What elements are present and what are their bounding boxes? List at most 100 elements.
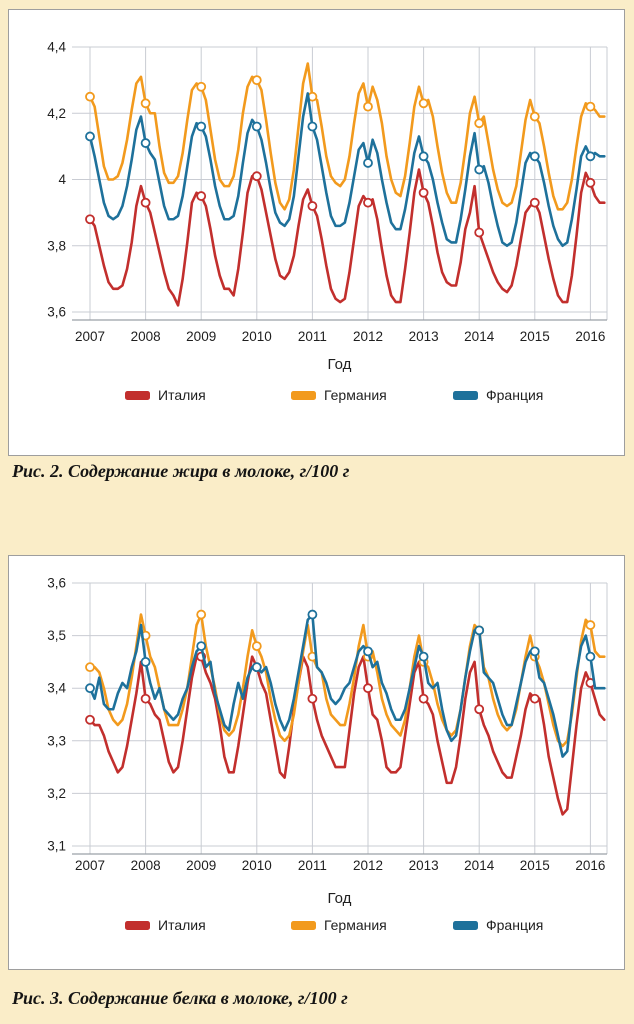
year-marker-france xyxy=(418,151,429,162)
x-tick-label: 2008 xyxy=(131,329,161,344)
y-tick-label: 3,3 xyxy=(47,733,66,748)
germany-color-swatch xyxy=(291,390,316,400)
year-marker-germany xyxy=(585,620,596,630)
y-tick-label: 3,6 xyxy=(47,576,66,591)
x-axis-title: Год xyxy=(328,356,352,373)
legend-item-italy: Италия xyxy=(125,386,206,404)
x-tick-label: 2011 xyxy=(298,858,327,873)
fat-chart-panel: 4,4 4,2 4 3,8 3,6 2007 2008 2009 2010 2011 2012 201… xyxy=(8,9,625,456)
x-tick-label: 2015 xyxy=(520,858,550,873)
year-marker-france xyxy=(307,121,318,132)
year-marker-france xyxy=(85,131,95,142)
fat-chart-legend: Италия Германия Франция xyxy=(9,386,624,406)
year-marker-france xyxy=(363,158,373,168)
x-tick-label: 2009 xyxy=(186,858,216,873)
year-marker-france xyxy=(529,151,540,162)
year-marker-italy xyxy=(251,171,262,182)
fat-chart-plot: 4,4 4,2 4 3,8 3,6 2007 2008 2009 2010 2011 2012 201… xyxy=(47,40,608,373)
year-marker-germany xyxy=(363,101,373,112)
year-marker-italy xyxy=(585,177,596,188)
x-tick-label: 2015 xyxy=(520,329,550,344)
x-tick-label: 2012 xyxy=(353,329,383,344)
x-tick-label: 2016 xyxy=(575,858,605,873)
year-marker-italy xyxy=(307,693,318,704)
y-tick-label: 3,2 xyxy=(47,786,66,801)
year-marker-france xyxy=(140,138,151,148)
year-marker-france xyxy=(529,646,540,657)
year-marker-italy xyxy=(140,197,151,208)
italy-color-swatch xyxy=(125,920,150,930)
y-tick-label: 4,4 xyxy=(47,40,66,55)
series-line-italy xyxy=(88,168,606,307)
year-marker-italy xyxy=(418,187,429,198)
y-tick-label: 3,1 xyxy=(47,839,66,854)
france-color-swatch xyxy=(453,920,478,930)
year-marker-germany xyxy=(529,111,540,122)
y-tick-label: 3,8 xyxy=(47,238,66,253)
year-marker-germany xyxy=(585,101,596,112)
year-marker-france xyxy=(474,164,485,175)
year-marker-germany xyxy=(140,98,151,109)
year-marker-italy xyxy=(474,704,485,715)
year-marker-france xyxy=(307,609,318,620)
legend-label-italy: Италия xyxy=(158,917,206,933)
year-marker-italy xyxy=(474,227,485,238)
x-tick-label: 2016 xyxy=(575,329,605,344)
year-marker-italy xyxy=(85,714,95,725)
x-tick-label: 2014 xyxy=(464,329,495,344)
x-tick-label: 2010 xyxy=(242,329,272,344)
year-marker-france xyxy=(196,121,207,132)
series-line-germany xyxy=(88,62,606,211)
series-line-italy xyxy=(88,655,606,816)
x-tick-label: 2013 xyxy=(409,329,439,344)
year-marker-germany xyxy=(251,75,262,86)
year-marker-italy xyxy=(529,693,540,704)
year-marker-italy xyxy=(307,201,318,211)
y-tick-label: 3,4 xyxy=(47,681,66,696)
year-marker-france xyxy=(418,651,429,662)
year-marker-italy xyxy=(85,214,95,225)
france-color-swatch xyxy=(453,390,478,400)
legend-item-france: Франция xyxy=(453,916,543,934)
series-line-france xyxy=(88,613,606,758)
year-marker-italy xyxy=(529,197,540,208)
y-tick-label: 3,6 xyxy=(47,305,66,320)
x-tick-label: 2011 xyxy=(298,329,327,344)
germany-color-swatch xyxy=(291,920,316,930)
legend-label-germany: Германия xyxy=(324,387,387,403)
year-marker-france xyxy=(585,651,596,662)
year-marker-france xyxy=(363,646,373,657)
year-marker-germany xyxy=(474,118,485,129)
fat-figure-caption: Рис. 2. Содержание жира в молоке, г/100 … xyxy=(12,461,350,481)
year-marker-italy xyxy=(363,683,373,694)
x-tick-label: 2014 xyxy=(464,858,495,873)
italy-color-swatch xyxy=(125,390,150,400)
series-line-france xyxy=(88,92,606,248)
legend-item-germany: Германия xyxy=(291,386,387,404)
legend-label-italy: Италия xyxy=(158,387,206,403)
series-line-germany xyxy=(88,613,606,748)
year-marker-france xyxy=(85,683,95,694)
protein-figure-caption: Рис. 3. Содержание белка в молоке, г/100… xyxy=(12,988,348,1008)
year-marker-italy xyxy=(363,197,373,208)
y-tick-label: 4,2 xyxy=(47,106,66,121)
year-marker-germany xyxy=(85,662,95,673)
year-marker-germany xyxy=(196,609,207,620)
protein-chart-legend: Италия Германия Франция xyxy=(9,916,624,936)
year-marker-france xyxy=(251,662,262,673)
x-tick-label: 2013 xyxy=(409,858,439,873)
year-marker-france xyxy=(585,151,596,162)
year-marker-france xyxy=(196,641,207,652)
x-axis-title: Год xyxy=(328,890,352,907)
x-tick-label: 2007 xyxy=(75,329,105,344)
x-tick-label: 2009 xyxy=(186,329,216,344)
x-tick-label: 2010 xyxy=(242,858,272,873)
legend-item-italy: Италия xyxy=(125,916,206,934)
legend-label-france: Франция xyxy=(486,387,544,403)
protein-chart-plot: 3,6 3,5 3,4 3,3 3,2 3,1 2007 2008 2009 2010 2011 20… xyxy=(47,576,608,907)
year-marker-france xyxy=(474,625,485,636)
legend-label-france: Франция xyxy=(486,917,544,933)
y-tick-label: 3,5 xyxy=(47,628,66,643)
year-marker-germany xyxy=(418,98,429,109)
legend-label-germany: Германия xyxy=(324,917,387,933)
